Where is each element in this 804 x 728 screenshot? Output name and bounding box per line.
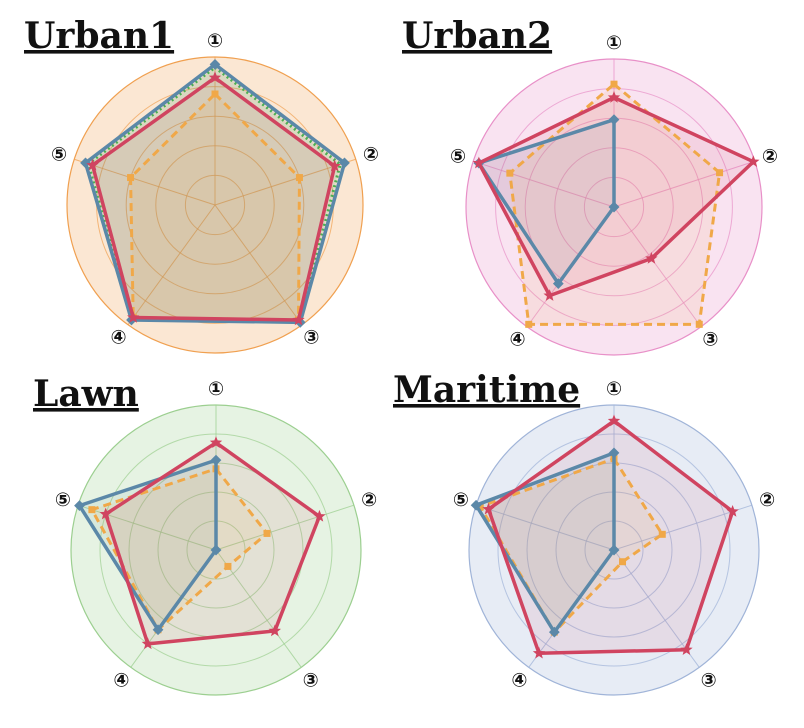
point-3-1-4 — [470, 499, 482, 511]
axis-label-5: ⑤ — [55, 489, 71, 511]
point-0-0-0 — [208, 71, 222, 83]
point-0-3-1 — [295, 174, 303, 182]
series-fill-1-1 — [478, 119, 614, 284]
series-line-2-0 — [103, 440, 322, 646]
point-0-0-3 — [127, 311, 140, 323]
series-line-1-0 — [477, 95, 756, 298]
point-2-2-2 — [224, 562, 232, 570]
axis-label-4: ④ — [510, 329, 526, 351]
axis-label-4: ④ — [511, 669, 527, 691]
point-0-3-0 — [211, 90, 219, 98]
point-2-0-3 — [141, 637, 154, 650]
series-fill-0-3 — [130, 94, 300, 320]
point-2-1-4 — [74, 500, 85, 512]
axis-label-1: ① — [208, 378, 224, 400]
point-2-2-4 — [88, 506, 96, 514]
axis-label-5: ⑤ — [453, 489, 469, 511]
point-0-1-4 — [80, 157, 91, 169]
point-0-0-1 — [328, 159, 341, 172]
point-2-2-1 — [263, 529, 271, 537]
point-2-0-1 — [313, 509, 326, 522]
point-1-2-2 — [695, 320, 703, 328]
point-1-0-4 — [472, 156, 486, 169]
radar-spoke — [473, 160, 615, 208]
radar-spoke — [613, 160, 755, 208]
point-2-1-0 — [210, 454, 222, 466]
radar-spoke — [613, 206, 702, 328]
point-3-0-1 — [726, 504, 739, 517]
axis-label-1: ① — [606, 378, 622, 400]
point-0-0-4 — [86, 158, 99, 171]
point-3-1-2 — [608, 544, 620, 556]
point-1-2-3 — [525, 320, 533, 328]
point-1-0-2 — [645, 251, 658, 264]
axis-label-4: ④ — [113, 669, 129, 691]
radar-panel-urban1: ① ② ③ ④ ⑤ Urban1 — [24, 15, 379, 354]
panel-title: Urban1 — [24, 15, 174, 57]
point-0-3-4 — [127, 174, 135, 182]
series-line-2-2 — [90, 467, 269, 632]
series-line-3-0 — [486, 419, 735, 655]
radar-panel-maritime: ① ② ③ ④ ⑤ Maritime — [393, 369, 775, 696]
point-3-0-2 — [680, 643, 693, 655]
point-3-2-2 — [619, 558, 627, 566]
point-3-0-4 — [482, 502, 495, 515]
series-fill-0-1 — [85, 64, 345, 323]
point-1-2-1 — [716, 169, 724, 177]
axis-label-2: ② — [759, 489, 775, 511]
axis-label-5: ⑤ — [51, 143, 67, 165]
point-3-0-3 — [532, 646, 546, 659]
radar-panel-lawn: ① ② ③ ④ ⑤ Lawn — [33, 373, 377, 696]
axis-label-5: ⑤ — [450, 145, 466, 167]
axis-label-1: ① — [207, 30, 223, 52]
point-2-0-0 — [209, 436, 223, 448]
point-2-1-2 — [210, 544, 222, 556]
point-0-0-2 — [292, 313, 305, 326]
radar-spoke — [74, 158, 216, 206]
point-3-2-4 — [476, 503, 484, 511]
point-1-1-2 — [608, 201, 620, 213]
series-fill-2-1 — [79, 460, 216, 630]
point-3-1-3 — [548, 626, 560, 638]
point-3-2-1 — [658, 530, 666, 538]
axis-label-2: ② — [363, 143, 379, 165]
point-0-1-1 — [339, 157, 350, 169]
radar-spoke — [215, 504, 355, 551]
axis-label-2: ② — [361, 489, 377, 511]
point-1-2-0 — [610, 80, 618, 88]
point-1-0-3 — [543, 289, 556, 301]
radar-spoke — [613, 504, 753, 551]
radar-spoke — [475, 504, 615, 551]
series-fill-2-0 — [105, 442, 320, 644]
series-line-0-1 — [83, 62, 347, 325]
axis-label-2: ② — [762, 145, 778, 167]
radar-spoke — [127, 204, 216, 326]
point-1-0-1 — [747, 155, 760, 167]
axis-label-3: ③ — [701, 669, 717, 691]
series-fill-1-0 — [478, 97, 754, 296]
series-fill-3-1 — [476, 452, 614, 633]
series-fill-3-2 — [480, 458, 663, 633]
axis-label-4: ④ — [111, 327, 127, 349]
panel-title: Maritime — [393, 369, 580, 411]
point-1-2-4 — [506, 169, 514, 177]
axis-label-3: ③ — [303, 327, 319, 349]
axis-label-1: ① — [606, 32, 622, 54]
series-fill-0-0 — [92, 77, 335, 320]
radar-panel-urban2: ① ② ③ ④ ⑤ Urban2 — [402, 15, 778, 356]
radar-spoke — [214, 204, 303, 326]
point-2-0-2 — [268, 624, 281, 637]
point-3-0-0 — [607, 414, 621, 427]
point-2-0-4 — [99, 507, 112, 520]
axis-label-3: ③ — [303, 669, 319, 691]
panel-title: Lawn — [33, 373, 139, 415]
point-1-0-0 — [607, 90, 621, 103]
panel-title: Urban2 — [402, 15, 552, 57]
axis-label-3: ③ — [702, 329, 718, 351]
series-line-0-0 — [90, 75, 337, 322]
series-fill-2-2 — [91, 468, 268, 630]
series-fill-0-2 — [88, 67, 341, 322]
series-line-0-2 — [86, 65, 342, 323]
